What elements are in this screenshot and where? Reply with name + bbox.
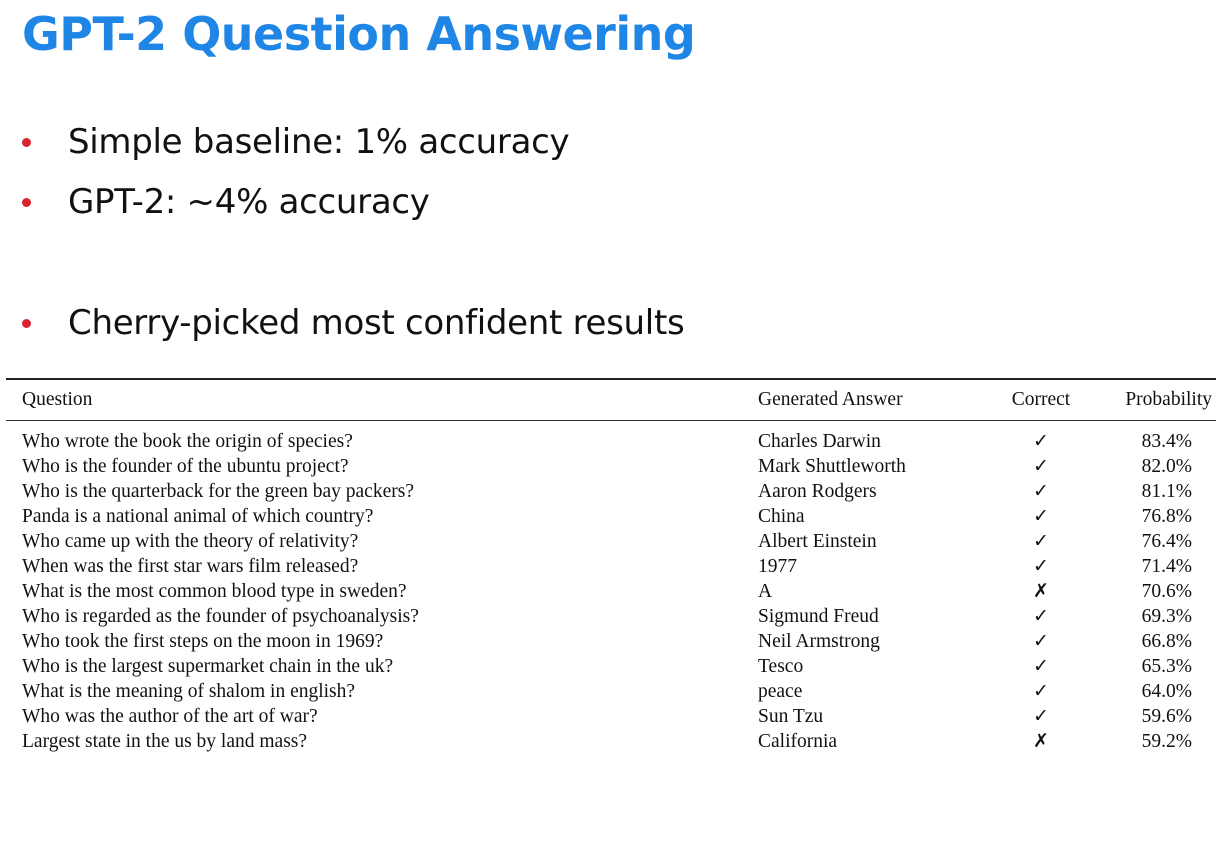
question-cell: Who came up with the theory of relativit… [22,531,359,552]
cross-icon: ✗ [1033,730,1049,752]
bullet-text: Cherry-picked most confident results [68,303,685,343]
question-cell: Who was the author of the art of war? [22,706,318,727]
table-row: Who is the founder of the ubuntu project… [6,454,1216,479]
qa-results-table: Question Generated Answer Correct Probab… [6,378,1216,754]
question-cell: Panda is a national animal of which coun… [22,506,374,527]
cross-icon: ✗ [1033,580,1049,602]
checkmark-icon: ✓ [1033,655,1049,677]
bullet-item: Simple baseline: 1% accuracy [22,120,570,164]
table-body: Who wrote the book the origin of species… [6,421,1216,754]
header-probability: Probability [1125,389,1212,410]
answer-cell: 1977 [758,556,797,577]
probability-cell: 82.0% [1141,456,1192,477]
bullet-text: GPT-2: ~4% accuracy [68,182,430,222]
question-cell: Who is the quarterback for the green bay… [22,481,414,502]
table-row: Who took the first steps on the moon in … [6,629,1216,654]
probability-cell: 76.4% [1141,531,1192,552]
probability-cell: 81.1% [1141,481,1192,502]
table-row: What is the most common blood type in sw… [6,579,1216,604]
bullet-dot-icon [22,137,31,147]
table-row: Who was the author of the art of war? Sun… [6,704,1216,729]
header-question: Question [22,389,93,410]
table-header-rule [6,420,1216,421]
question-cell: Who wrote the book the origin of species… [22,431,353,452]
table-row: Largest state in the us by land mass? Cal… [6,729,1216,754]
probability-cell: 71.4% [1141,556,1192,577]
probability-cell: 59.6% [1141,706,1192,727]
answer-cell: Charles Darwin [758,431,881,452]
checkmark-icon: ✓ [1033,605,1049,627]
table-top-rule [6,378,1216,380]
checkmark-icon: ✓ [1033,555,1049,577]
answer-cell: Sun Tzu [758,706,824,727]
question-cell: Who took the first steps on the moon in … [22,631,384,652]
bullet-item: GPT-2: ~4% accuracy [22,180,430,224]
question-cell: Who is the founder of the ubuntu project… [22,456,349,477]
bullet-dot-icon [22,318,31,328]
question-cell: When was the first star wars film releas… [22,556,359,577]
checkmark-icon: ✓ [1033,705,1049,727]
probability-cell: 70.6% [1141,581,1192,602]
question-cell: Largest state in the us by land mass? [22,731,308,752]
table-row: Who wrote the book the origin of species… [6,429,1216,454]
table-row: Who is the quarterback for the green bay… [6,479,1216,504]
bullet-item: Cherry-picked most confident results [22,301,685,345]
answer-cell: Aaron Rodgers [758,481,877,502]
answer-cell: Neil Armstrong [758,631,880,652]
answer-cell: A [758,581,773,602]
checkmark-icon: ✓ [1033,505,1049,527]
table-row: Who is the largest supermarket chain in … [6,654,1216,679]
probability-cell: 69.3% [1141,606,1192,627]
answer-cell: peace [758,681,803,702]
question-cell: What is the meaning of shalom in english… [22,681,356,702]
answer-cell: California [758,731,838,752]
checkmark-icon: ✓ [1033,530,1049,552]
answer-cell: Tesco [758,656,804,677]
probability-cell: 65.3% [1141,656,1192,677]
probability-cell: 59.2% [1141,731,1192,752]
question-cell: Who is regarded as the founder of psycho… [22,606,419,627]
header-correct: Correct [1011,389,1071,410]
answer-cell: Mark Shuttleworth [758,456,906,477]
table-header-row: Question Generated Answer Correct Probab… [6,380,1216,420]
checkmark-icon: ✓ [1033,455,1049,477]
probability-cell: 76.8% [1141,506,1192,527]
bullet-dot-icon [22,197,31,207]
table-row: When was the first star wars film releas… [6,554,1216,579]
question-cell: What is the most common blood type in sw… [22,581,407,602]
checkmark-icon: ✓ [1033,630,1049,652]
answer-cell: Albert Einstein [758,531,877,552]
bullet-text: Simple baseline: 1% accuracy [68,122,570,162]
checkmark-icon: ✓ [1033,430,1049,452]
slide-title: GPT-2 Question Answering [22,7,696,61]
header-answer: Generated Answer [758,389,903,410]
table-row: What is the meaning of shalom in english… [6,679,1216,704]
answer-cell: Sigmund Freud [758,606,879,627]
question-cell: Who is the largest supermarket chain in … [22,656,394,677]
table-row: Who came up with the theory of relativit… [6,529,1216,554]
table-row: Panda is a national animal of which coun… [6,504,1216,529]
checkmark-icon: ✓ [1033,680,1049,702]
probability-cell: 64.0% [1141,681,1192,702]
table-row: Who is regarded as the founder of psycho… [6,604,1216,629]
probability-cell: 83.4% [1141,431,1192,452]
checkmark-icon: ✓ [1033,480,1049,502]
probability-cell: 66.8% [1141,631,1192,652]
answer-cell: China [758,506,805,527]
